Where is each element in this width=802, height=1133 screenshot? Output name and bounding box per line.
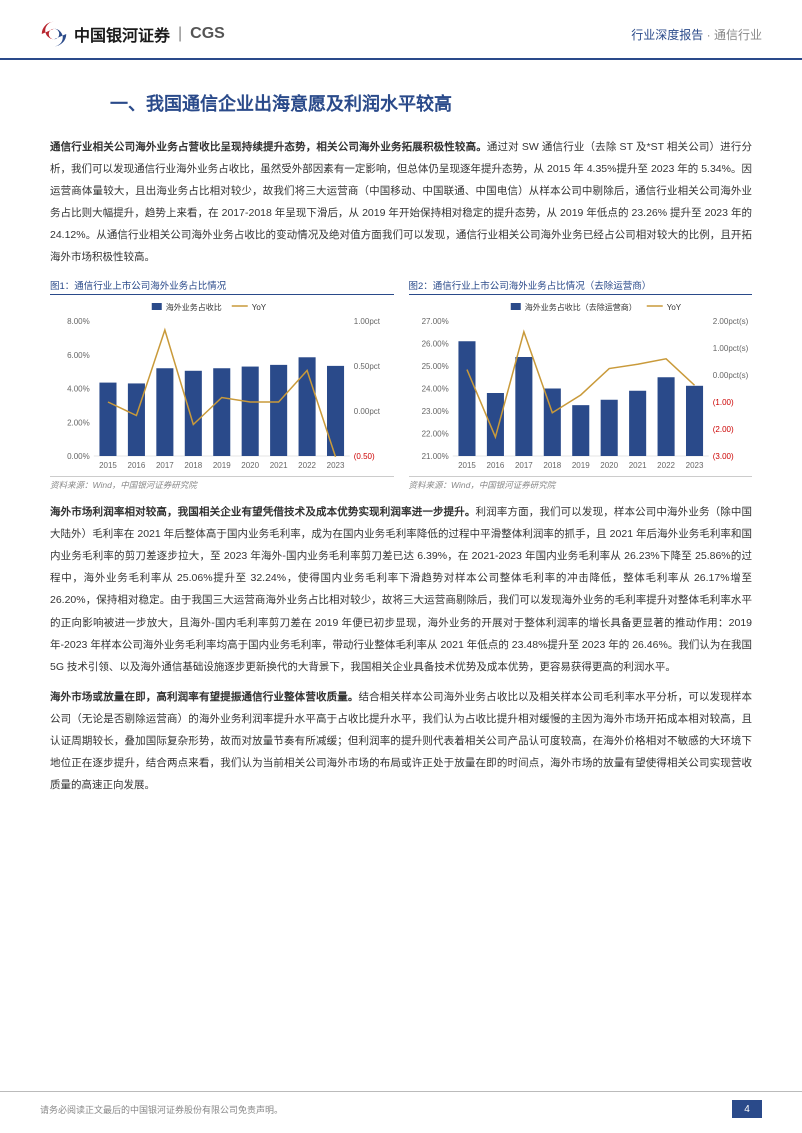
svg-text:YoY: YoY (252, 303, 267, 312)
svg-text:(3.00): (3.00) (712, 452, 733, 461)
report-type: 行业深度报告 (631, 28, 703, 42)
svg-text:23.00%: 23.00% (421, 407, 448, 416)
svg-text:0.00%: 0.00% (67, 452, 90, 461)
chart-1-source: 资料来源：Wind，中国银河证券研究院 (50, 476, 394, 491)
para1-body: 通过对 SW 通信行业（去除 ST 及*ST 相关公司）进行分析，我们可以发现通… (50, 141, 752, 263)
svg-text:2015: 2015 (99, 461, 117, 470)
svg-text:8.00%: 8.00% (67, 317, 90, 326)
logo-divider: | (178, 25, 182, 43)
svg-text:6.00%: 6.00% (67, 351, 90, 360)
svg-text:(1.00): (1.00) (712, 398, 733, 407)
svg-text:2022: 2022 (298, 461, 316, 470)
svg-text:2021: 2021 (270, 461, 288, 470)
svg-text:(0.50): (0.50) (354, 452, 375, 461)
svg-text:0.00pct: 0.00pct (354, 407, 381, 416)
svg-text:27.00%: 27.00% (421, 317, 448, 326)
svg-text:海外业务占收比（去除运营商）: 海外业务占收比（去除运营商） (524, 302, 636, 312)
svg-text:26.00%: 26.00% (421, 340, 448, 349)
chart-2-title: 图2：通信行业上市公司海外业务占比情况（去除运营商） (409, 278, 753, 295)
para2-lead: 海外市场利润率相对较高，我国相关企业有望凭借技术及成本优势实现利润率进一步提升。 (50, 506, 476, 518)
page-header: 中国银河证券 | CGS 行业深度报告 · 通信行业 (0, 0, 802, 60)
chart-2-source: 资料来源：Wind，中国银河证券研究院 (409, 476, 753, 491)
para3-body: 结合相关样本公司海外业务占收比以及相关样本公司毛利率水平分析，可以发现样本公司（… (50, 691, 752, 791)
para2-body: 利润率方面，我们可以发现，样本公司中海外业务（除中国大陆外）毛利率在 2021 … (50, 506, 752, 672)
chart-1-title: 图1：通信行业上市公司海外业务占比情况 (50, 278, 394, 295)
svg-text:1.00pct(s): 1.00pct(s) (712, 344, 748, 353)
chart-1-container: 图1：通信行业上市公司海外业务占比情况 海外业务占收比 YoY 0.00% 2.00%… (50, 278, 394, 491)
chart-2-container: 图2：通信行业上市公司海外业务占比情况（去除运营商） 海外业务占收比（去除运营商… (409, 278, 753, 491)
svg-text:0.50pct: 0.50pct (354, 362, 381, 371)
svg-text:(2.00): (2.00) (712, 425, 733, 434)
svg-text:2016: 2016 (128, 461, 146, 470)
para1-lead: 通信行业相关公司海外业务占营收比呈现持续提升态势，相关公司海外业务拓展积极性较高… (50, 141, 487, 153)
svg-text:2019: 2019 (213, 461, 231, 470)
svg-text:2017: 2017 (156, 461, 174, 470)
logo-text-en: CGS (190, 25, 225, 43)
para3-lead: 海外市场或放量在即，高利润率有望提振通信行业整体营收质量。 (50, 691, 359, 703)
paragraph-1: 通信行业相关公司海外业务占营收比呈现持续提升态势，相关公司海外业务拓展积极性较高… (50, 136, 752, 268)
svg-text:2018: 2018 (184, 461, 202, 470)
chart-2-svg: 海外业务占收比（去除运营商） YoY 21.00% 22.00% 23.00% 24.00… (409, 299, 753, 474)
svg-text:2022: 2022 (657, 461, 675, 470)
report-industry: · 通信行业 (707, 28, 762, 42)
svg-text:25.00%: 25.00% (421, 362, 448, 371)
logo-swirl-icon (40, 20, 68, 48)
svg-text:2019: 2019 (571, 461, 589, 470)
svg-text:2023: 2023 (327, 461, 345, 470)
paragraph-2: 海外市场利润率相对较高，我国相关企业有望凭借技术及成本优势实现利润率进一步提升。… (50, 501, 752, 677)
svg-text:24.00%: 24.00% (421, 385, 448, 394)
svg-text:0.00pct(s): 0.00pct(s) (712, 371, 748, 380)
svg-text:2020: 2020 (241, 461, 259, 470)
paragraph-3: 海外市场或放量在即，高利润率有望提振通信行业整体营收质量。结合相关样本公司海外业… (50, 686, 752, 796)
svg-text:2023: 2023 (685, 461, 703, 470)
charts-row: 图1：通信行业上市公司海外业务占比情况 海外业务占收比 YoY 0.00% 2.00%… (50, 278, 752, 491)
svg-text:22.00%: 22.00% (421, 430, 448, 439)
svg-text:2018: 2018 (543, 461, 561, 470)
footer-disclaimer: 请务必阅读正文最后的中国银河证券股份有限公司免责声明。 (40, 1103, 283, 1116)
svg-text:YoY: YoY (666, 303, 681, 312)
svg-text:2.00pct(s): 2.00pct(s) (712, 317, 748, 326)
svg-text:2021: 2021 (628, 461, 646, 470)
svg-text:2016: 2016 (486, 461, 504, 470)
svg-text:4.00%: 4.00% (67, 385, 90, 394)
svg-text:2017: 2017 (514, 461, 532, 470)
page-footer: 请务必阅读正文最后的中国银河证券股份有限公司免责声明。 4 (0, 1091, 802, 1118)
section-title: 一、我国通信企业出海意愿及利润水平较高 (110, 90, 752, 116)
content-area: 一、我国通信企业出海意愿及利润水平较高 通信行业相关公司海外业务占营收比呈现持续… (0, 90, 802, 796)
header-category: 行业深度报告 · 通信行业 (631, 26, 762, 43)
svg-text:21.00%: 21.00% (421, 452, 448, 461)
svg-text:2.00%: 2.00% (67, 419, 90, 428)
svg-text:2015: 2015 (458, 461, 476, 470)
logo-group: 中国银河证券 | CGS (40, 20, 225, 48)
svg-text:2020: 2020 (600, 461, 618, 470)
svg-text:1.00pct: 1.00pct (354, 317, 381, 326)
logo-text-cn: 中国银河证券 (74, 22, 170, 46)
page-number: 4 (732, 1100, 762, 1118)
chart-1-svg: 海外业务占收比 YoY 0.00% 2.00% 4.00% 6.00% 8.00% (0.50… (50, 299, 394, 474)
svg-text:海外业务占收比: 海外业务占收比 (166, 302, 222, 312)
